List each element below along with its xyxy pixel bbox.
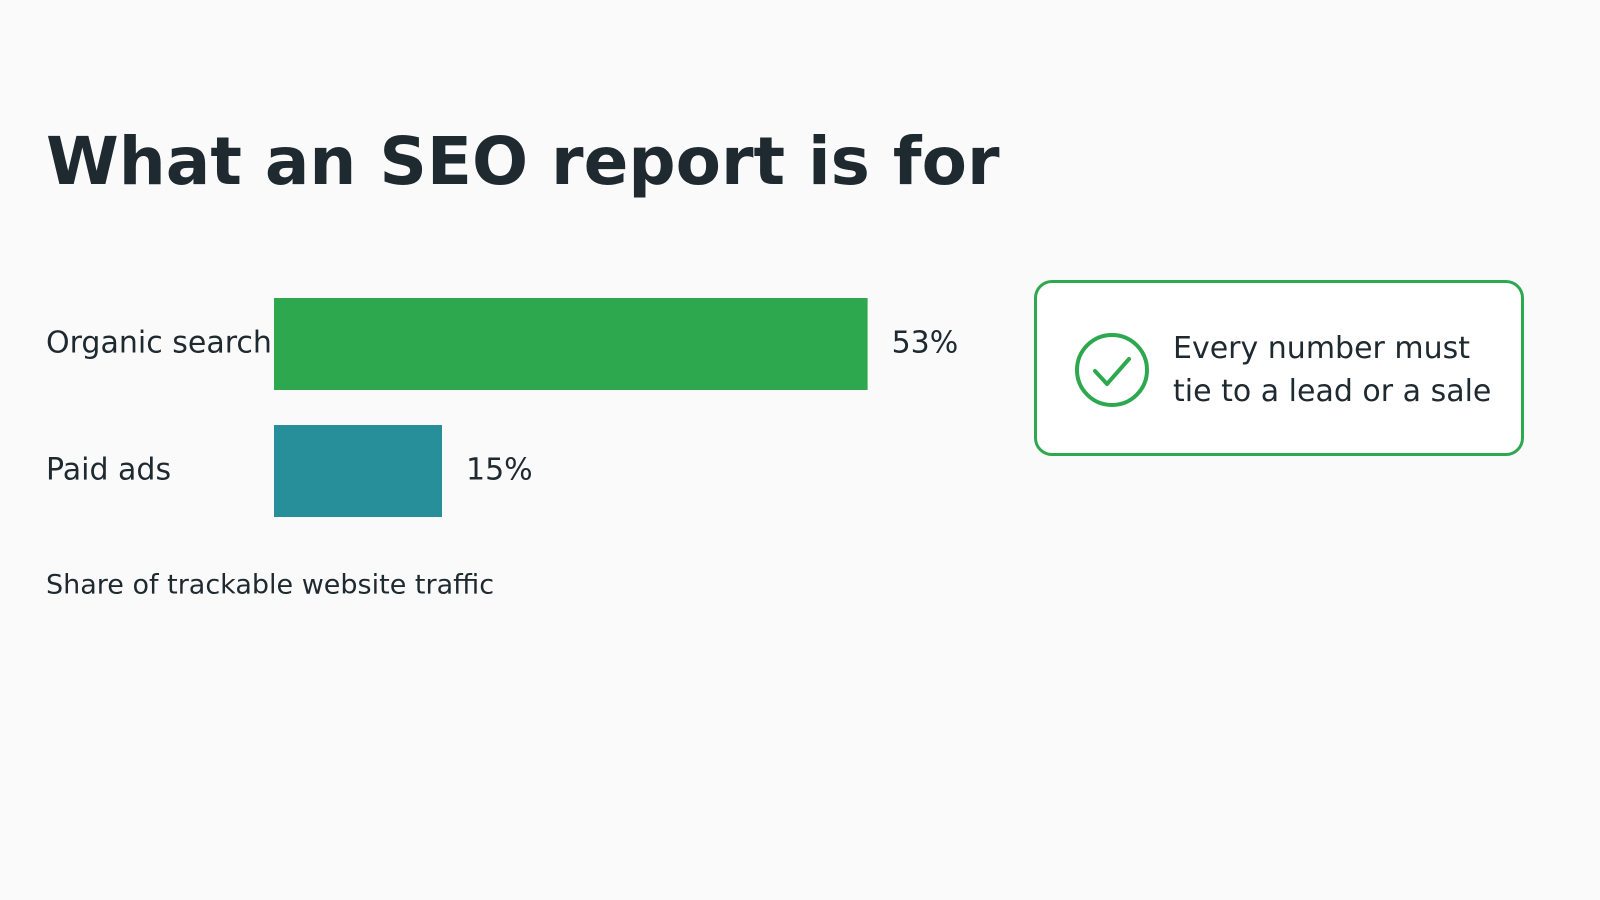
check-icon (1075, 333, 1149, 407)
caption: Share of trackable website traffic (46, 570, 494, 601)
callout: Every number must tie to a lead or a sal… (1034, 280, 1524, 456)
value-label: 53% (892, 326, 959, 361)
category-label: Paid ads (46, 453, 171, 488)
chart-title: What an SEO report is for (46, 123, 1000, 200)
callout-text: Every number must tie to a lead or a sal… (1173, 331, 1492, 409)
bar (274, 425, 442, 517)
category-label: Organic search (46, 326, 272, 361)
value-label: 15% (466, 453, 533, 488)
chart: What an SEO report is for Share of track… (46, 123, 1000, 601)
bar (274, 298, 868, 390)
